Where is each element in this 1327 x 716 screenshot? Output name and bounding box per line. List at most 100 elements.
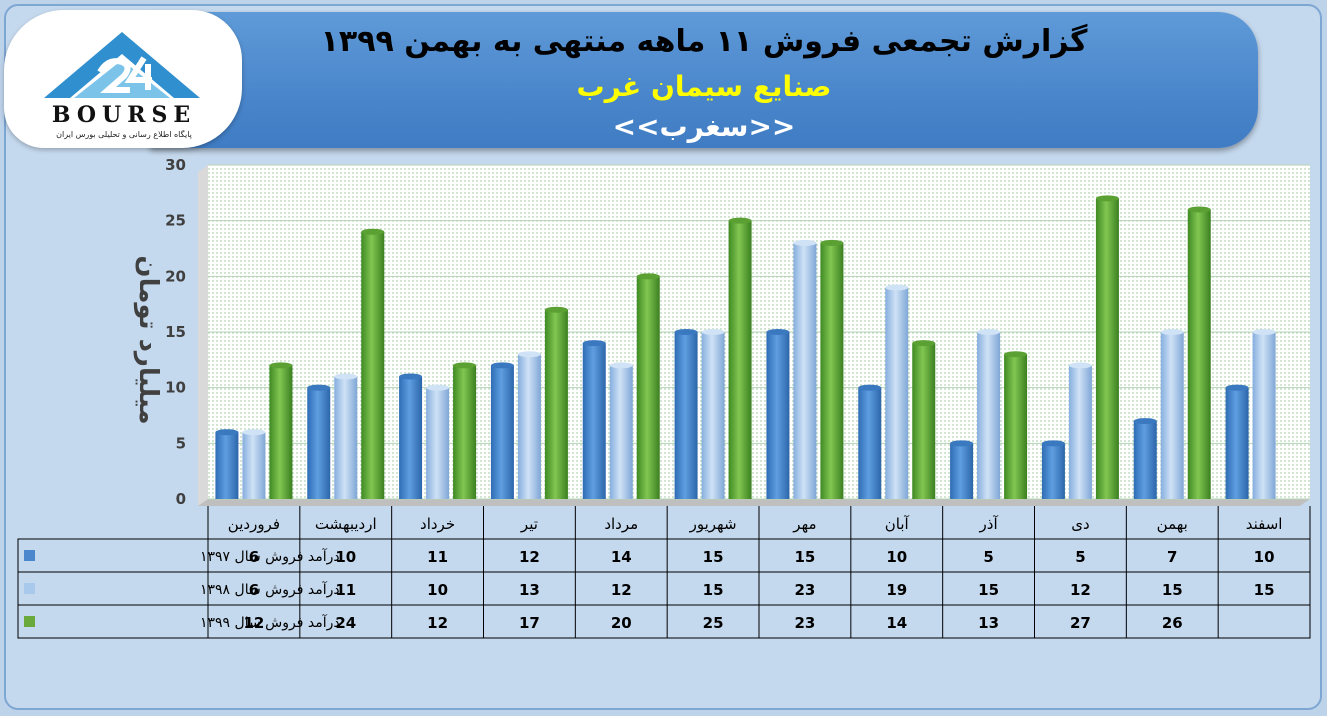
bar: [701, 332, 725, 499]
data-label: 19: [886, 581, 907, 599]
bar-cap: [950, 440, 974, 447]
bar-cap: [728, 217, 752, 224]
bar: [517, 354, 541, 499]
data-table: فروردین اردیبهشت خرداد تیر مرداد شهریور مهر آبا…: [17, 506, 1311, 639]
y-tick-label: 10: [165, 379, 186, 397]
bar: [1225, 387, 1249, 499]
bar-cap: [1225, 384, 1249, 391]
data-label: 15: [794, 548, 815, 566]
data-label: 6: [249, 548, 259, 566]
bar-cap: [544, 306, 568, 313]
bar: [1160, 332, 1184, 499]
bar-cap: [453, 362, 477, 369]
bar-cap: [426, 384, 450, 391]
bar: [820, 242, 844, 499]
bar-cap: [215, 429, 239, 436]
x-tick-label: آبان: [885, 515, 910, 533]
data-label: 12: [243, 614, 264, 632]
x-tick-label: مرداد: [604, 515, 638, 533]
bar: [1004, 354, 1028, 499]
bar-cap: [1187, 206, 1211, 213]
bar: [977, 332, 1001, 499]
plot-side-wall: [198, 165, 208, 506]
bar-cap: [307, 384, 331, 391]
bar-cap: [885, 284, 909, 291]
bar-cap: [399, 373, 423, 380]
bar-cap: [636, 273, 660, 280]
bar: [307, 387, 331, 499]
data-label: 10: [335, 548, 356, 566]
logo-mountain-icon: [44, 32, 200, 98]
bar-cap: [1133, 418, 1157, 425]
legend-swatch: [24, 616, 35, 627]
bar-cap: [701, 329, 725, 335]
bar: [453, 365, 477, 499]
data-label: 5: [1075, 548, 1085, 566]
bar: [399, 376, 423, 499]
data-label: 12: [519, 548, 540, 566]
legend-swatch: [24, 583, 35, 594]
y-axis: 0 5 10 15 20 25 30: [165, 156, 186, 508]
y-tick-label: 25: [165, 212, 186, 230]
bar: [858, 387, 882, 499]
bar-cap: [242, 429, 266, 436]
bar: [1187, 209, 1211, 500]
plot-floor: [198, 499, 1310, 506]
data-label: 6: [249, 581, 259, 599]
data-label: 11: [427, 548, 448, 566]
x-tick-label: بهمن: [1157, 515, 1188, 533]
data-label: 15: [1254, 581, 1275, 599]
bar-cap: [858, 384, 882, 391]
bar: [334, 376, 358, 499]
bar: [582, 343, 606, 499]
bars: [215, 195, 1276, 500]
bar-cap: [361, 228, 385, 235]
x-tick-label: اسفند: [1246, 515, 1283, 533]
data-label: 14: [611, 548, 632, 566]
bar-cap: [269, 362, 293, 369]
bar: [544, 309, 568, 499]
legend-swatch: [24, 550, 35, 561]
bar-cap: [1041, 440, 1065, 447]
bar-cap: [674, 329, 698, 335]
bar-cap: [1160, 329, 1184, 335]
ticker-symbol: <<سغرب>>: [612, 110, 796, 143]
y-tick-label: 5: [176, 434, 186, 452]
bar: [1041, 443, 1065, 499]
y-tick-label: 0: [176, 490, 186, 508]
bar: [1068, 365, 1092, 499]
bar: [1252, 332, 1276, 499]
data-label: 7: [1167, 548, 1177, 566]
data-label: 13: [978, 614, 999, 632]
bar: [609, 365, 633, 499]
x-tick-label: آذر: [979, 515, 999, 533]
bar-cap: [1252, 329, 1276, 335]
y-axis-label: میلیارد تومان: [133, 255, 163, 424]
bar: [950, 443, 974, 499]
data-label: 12: [427, 614, 448, 632]
chart-title: گزارش تجمعی فروش ۱۱ ماهه منتهی به بهمن ۱…: [320, 24, 1088, 59]
bar: [636, 276, 660, 499]
bar-cap: [1068, 362, 1092, 369]
legend-entry: درآمد فروش سال ۱۳۹۹: [200, 614, 340, 631]
company-name: صنایع سیمان غرب: [576, 70, 832, 103]
bar: [426, 387, 450, 499]
data-label: 15: [978, 581, 999, 599]
data-label: 24: [335, 614, 356, 632]
logo-tagline: پایگاه اطلاع رسانی و تحلیلی بورس ایران: [56, 130, 192, 139]
bar: [215, 432, 239, 499]
bar-cap: [912, 340, 936, 347]
y-tick-label: 20: [165, 267, 186, 285]
bar-cap: [977, 329, 1001, 335]
data-label: 15: [703, 548, 724, 566]
x-tick-label: اردیبهشت: [315, 515, 377, 533]
x-tick-label: خرداد: [420, 515, 455, 533]
y-tick-label: 15: [165, 323, 186, 341]
bar: [674, 332, 698, 499]
bar-cap: [517, 351, 541, 358]
data-label: 15: [703, 581, 724, 599]
data-label: 14: [886, 614, 907, 632]
data-label: 27: [1070, 614, 1091, 632]
x-tick-label: دی: [1071, 515, 1089, 533]
